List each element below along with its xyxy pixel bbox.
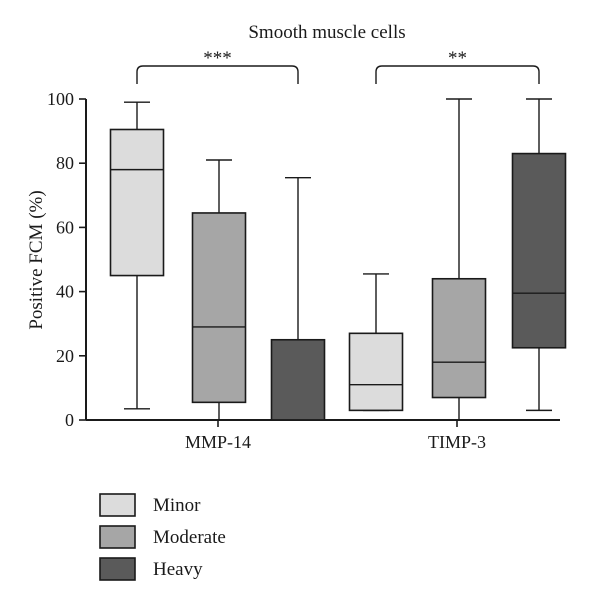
box-series <box>109 98 567 421</box>
y-tick-label: 0 <box>65 410 74 430</box>
legend-item-moderate: Moderate <box>99 525 226 549</box>
box-iqr <box>348 332 404 412</box>
legend-item-heavy: Heavy <box>99 557 203 581</box>
x-axis: MMP-14 TIMP-3 <box>86 419 560 452</box>
box-heavy-mmp-14 <box>270 176 326 421</box>
box-iqr <box>511 152 567 349</box>
y-axis: 0 20 40 60 80 100 <box>47 89 87 430</box>
box-minor-timp-3 <box>348 273 404 412</box>
chart-title: Smooth muscle cells <box>248 22 405 43</box>
y-tick-label: 40 <box>56 282 74 302</box>
significance-brackets: *** ** <box>136 48 540 84</box>
legend-label: Minor <box>153 495 201 516</box>
y-tick-label: 100 <box>47 89 74 109</box>
significance-bracket <box>375 65 540 84</box>
box-iqr <box>109 128 165 277</box>
box-moderate-timp-3 <box>431 98 487 420</box>
box-iqr <box>431 277 487 399</box>
box-heavy-timp-3 <box>511 98 567 412</box>
box-iqr <box>270 338 326 421</box>
y-axis-label: Positive FCM (%) <box>26 190 47 329</box>
x-tick-label: MMP-14 <box>185 432 251 452</box>
y-tick-label: 20 <box>56 346 74 366</box>
legend-swatch <box>99 493 136 517</box>
legend-item-minor: Minor <box>99 493 201 517</box>
y-tick-label: 80 <box>56 153 74 173</box>
box-moderate-mmp-14 <box>191 159 247 420</box>
significance-label: ** <box>448 48 467 69</box>
legend-swatch <box>99 557 136 581</box>
box-iqr <box>191 212 247 404</box>
legend-swatch <box>99 525 136 549</box>
significance-label: *** <box>203 48 232 69</box>
legend-label: Heavy <box>153 559 203 580</box>
box-minor-mmp-14 <box>109 101 165 410</box>
legend-label: Moderate <box>153 527 226 548</box>
legend: Minor Moderate Heavy <box>99 493 226 581</box>
significance-bracket <box>136 65 299 84</box>
x-tick-label: TIMP-3 <box>428 432 486 452</box>
y-tick-label: 60 <box>56 217 74 237</box>
